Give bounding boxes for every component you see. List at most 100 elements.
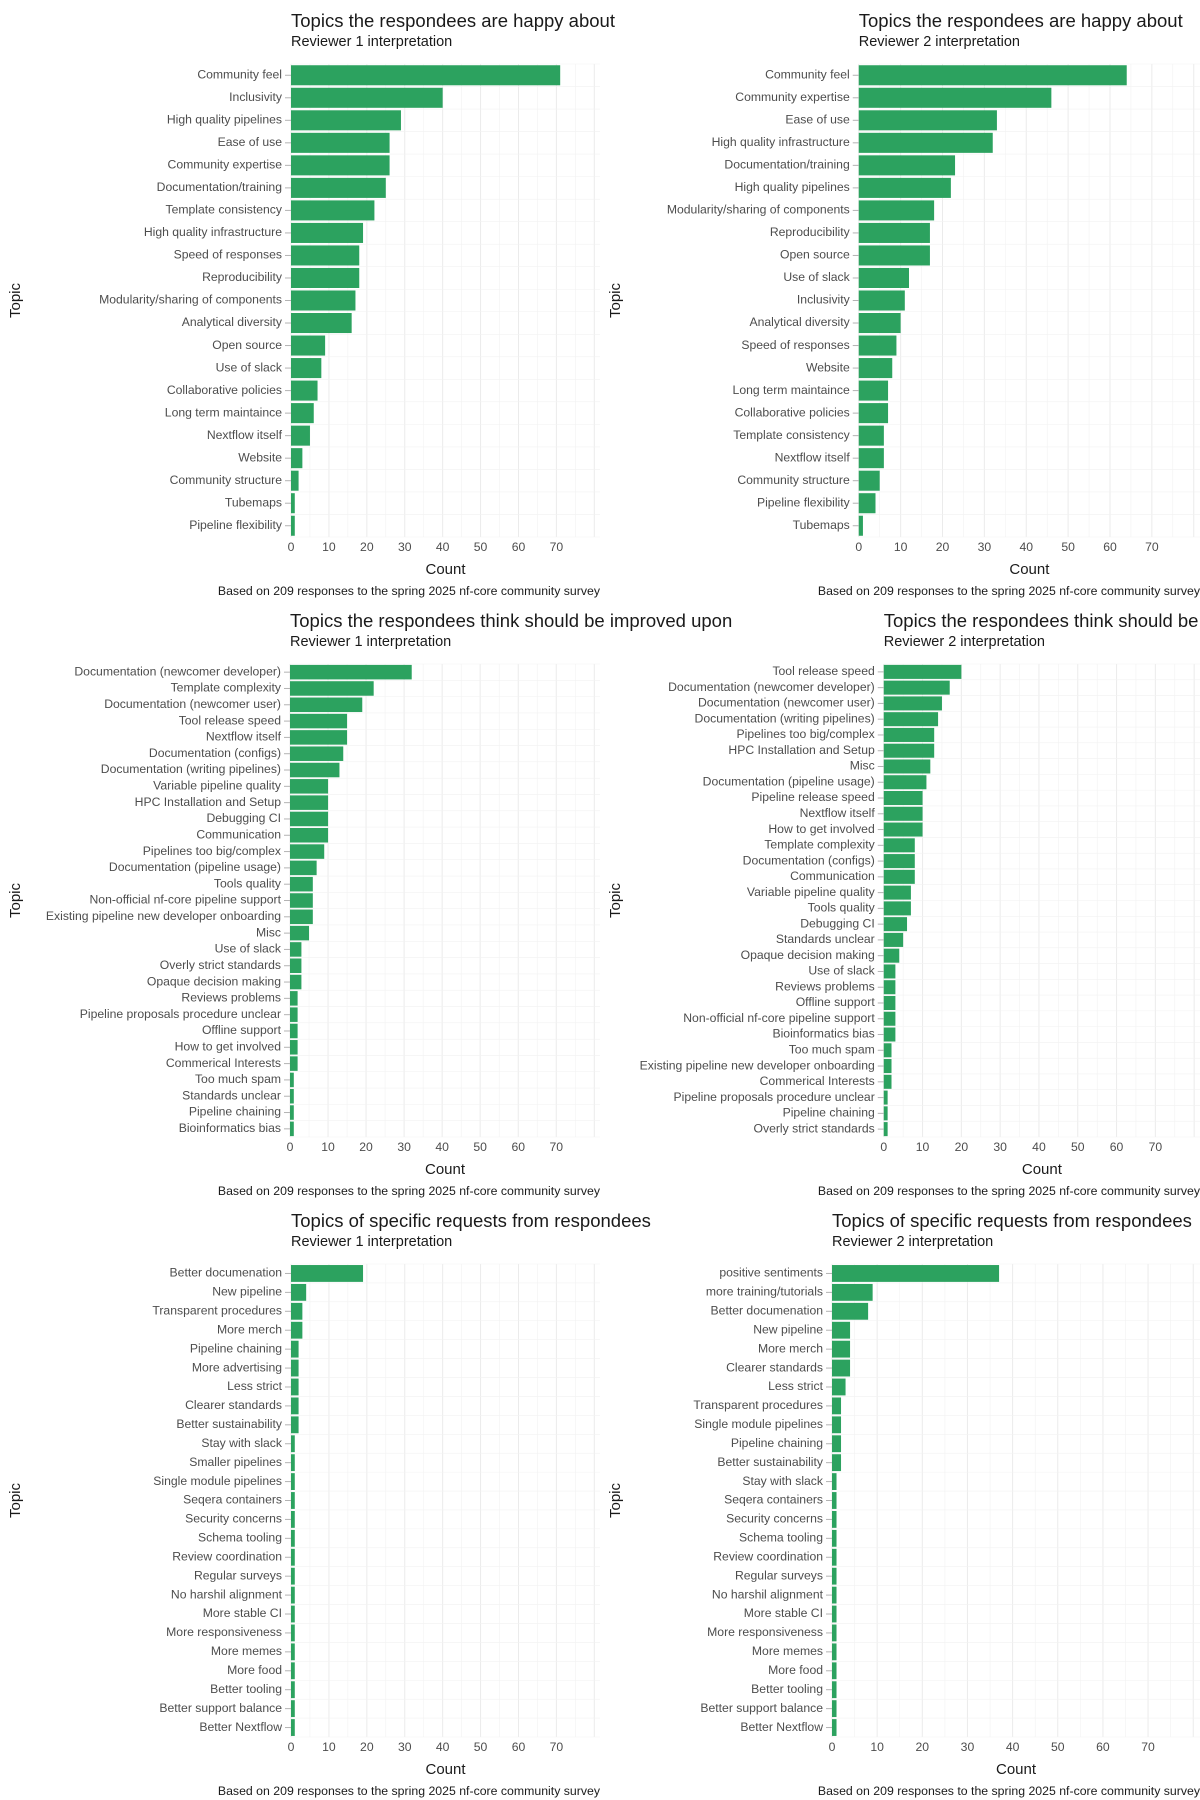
svg-text:Overly strict standards: Overly strict standards [754, 1121, 875, 1135]
svg-text:40: 40 [436, 1740, 450, 1754]
svg-text:More advertising: More advertising [192, 1360, 282, 1374]
svg-text:50: 50 [473, 1140, 487, 1154]
svg-text:Tubemaps: Tubemaps [793, 518, 850, 532]
svg-text:Based on 209 responses to the: Based on 209 responses to the spring 202… [218, 1784, 601, 1798]
svg-text:Documentation (writing pipelin: Documentation (writing pipelines) [695, 711, 875, 725]
svg-text:HPC Installation and Setup: HPC Installation and Setup [728, 743, 875, 757]
svg-text:Bioinformatics bias: Bioinformatics bias [772, 1027, 874, 1041]
svg-text:More merch: More merch [758, 1341, 823, 1355]
svg-text:0: 0 [855, 540, 862, 554]
svg-text:Template complexity: Template complexity [171, 681, 282, 695]
svg-text:Non-official nf-core pipeline: Non-official nf-core pipeline support [90, 893, 282, 907]
svg-text:Template consistency: Template consistency [165, 203, 282, 217]
svg-text:Variable pipeline quality: Variable pipeline quality [747, 885, 876, 899]
svg-text:Schema tooling: Schema tooling [739, 1531, 823, 1545]
svg-text:Analytical diversity: Analytical diversity [750, 315, 851, 329]
svg-text:Security concerns: Security concerns [726, 1512, 823, 1526]
svg-text:Analytical diversity: Analytical diversity [182, 315, 283, 329]
svg-text:Count: Count [425, 1761, 466, 1778]
svg-text:More responsiveness: More responsiveness [166, 1625, 282, 1639]
svg-text:40: 40 [1006, 1740, 1020, 1754]
svg-text:No harshil alignment: No harshil alignment [712, 1587, 824, 1601]
svg-text:More memes: More memes [211, 1644, 282, 1658]
svg-text:Documentation (pipeline usage): Documentation (pipeline usage) [703, 774, 875, 788]
svg-text:20: 20 [359, 1140, 373, 1154]
svg-text:More memes: More memes [752, 1644, 823, 1658]
svg-text:60: 60 [511, 1140, 525, 1154]
svg-text:Use of slack: Use of slack [216, 360, 283, 374]
svg-text:Documentation (newcomer user): Documentation (newcomer user) [698, 696, 875, 710]
svg-text:10: 10 [894, 540, 908, 554]
svg-text:Modularity/sharing of componen: Modularity/sharing of components [99, 293, 282, 307]
svg-text:Reproducibility: Reproducibility [770, 225, 851, 239]
svg-text:Community structure: Community structure [170, 473, 283, 487]
svg-text:Reviewer 2 interpretation: Reviewer 2 interpretation [884, 634, 1045, 650]
svg-text:30: 30 [993, 1140, 1007, 1154]
svg-text:Pipeline chaining: Pipeline chaining [190, 1341, 282, 1355]
svg-text:0: 0 [288, 1740, 295, 1754]
svg-text:Documentation/training: Documentation/training [157, 180, 282, 194]
svg-text:Reproducibility: Reproducibility [202, 270, 283, 284]
svg-text:Documentation (configs): Documentation (configs) [149, 746, 281, 760]
svg-text:New pipeline: New pipeline [212, 1285, 282, 1299]
svg-text:20: 20 [916, 1740, 930, 1754]
svg-text:Topic: Topic [607, 282, 624, 318]
svg-text:Ease of use: Ease of use [218, 135, 283, 149]
svg-text:Count: Count [1022, 1161, 1063, 1178]
svg-text:40: 40 [1019, 540, 1033, 554]
svg-text:Tools quality: Tools quality [808, 901, 876, 915]
svg-text:Better documenation: Better documenation [170, 1266, 282, 1280]
svg-text:10: 10 [321, 1140, 335, 1154]
svg-text:Topics the respondees are happ: Topics the respondees are happy about [291, 10, 615, 31]
svg-text:Speed of responses: Speed of responses [174, 248, 282, 262]
svg-text:Variable pipeline quality: Variable pipeline quality [153, 779, 282, 793]
svg-text:Schema tooling: Schema tooling [198, 1531, 282, 1545]
svg-text:More stable CI: More stable CI [744, 1606, 823, 1620]
svg-text:More food: More food [227, 1663, 282, 1677]
svg-text:Seqera containers: Seqera containers [724, 1493, 823, 1507]
svg-text:Topics of specific requests fr: Topics of specific requests from respond… [832, 1210, 1192, 1231]
svg-text:Tool release speed: Tool release speed [179, 713, 281, 727]
svg-text:More stable CI: More stable CI [203, 1606, 282, 1620]
svg-text:Use of slack: Use of slack [215, 942, 282, 956]
svg-text:Offline support: Offline support [202, 1023, 282, 1037]
svg-text:30: 30 [978, 540, 992, 554]
svg-text:Template consistency: Template consistency [733, 428, 850, 442]
svg-text:10: 10 [322, 1740, 336, 1754]
svg-text:70: 70 [1149, 1140, 1163, 1154]
svg-text:Existing pipeline new develope: Existing pipeline new developer onboardi… [640, 1058, 875, 1072]
svg-text:30: 30 [398, 1740, 412, 1754]
svg-text:Regular surveys: Regular surveys [194, 1568, 282, 1582]
svg-text:20: 20 [936, 540, 950, 554]
svg-text:Count: Count [425, 561, 466, 578]
svg-text:High quality pipelines: High quality pipelines [735, 180, 850, 194]
svg-text:Topic: Topic [7, 282, 24, 318]
svg-text:50: 50 [474, 540, 488, 554]
svg-text:30: 30 [398, 540, 412, 554]
svg-text:Reviews problems: Reviews problems [181, 991, 281, 1005]
svg-text:Nextflow itself: Nextflow itself [775, 450, 851, 464]
svg-text:Reviewer 2 interpretation: Reviewer 2 interpretation [859, 34, 1020, 50]
svg-text:Documentation (configs): Documentation (configs) [743, 853, 875, 867]
svg-text:more training/tutorials: more training/tutorials [706, 1285, 823, 1299]
svg-text:Opaque decision making: Opaque decision making [147, 974, 281, 988]
svg-text:0: 0 [288, 540, 295, 554]
svg-text:Speed of responses: Speed of responses [741, 338, 849, 352]
svg-text:Documentation (pipeline usage): Documentation (pipeline usage) [109, 860, 281, 874]
svg-text:20: 20 [360, 1740, 374, 1754]
svg-text:positive sentiments: positive sentiments [719, 1266, 823, 1280]
svg-text:Community expertise: Community expertise [735, 90, 850, 104]
svg-text:Better tooling: Better tooling [210, 1682, 282, 1696]
svg-text:Transparent procedures: Transparent procedures [152, 1304, 282, 1318]
svg-text:More merch: More merch [217, 1322, 282, 1336]
svg-text:More food: More food [768, 1663, 823, 1677]
svg-text:Reviews problems: Reviews problems [775, 979, 875, 993]
svg-text:Nextflow itself: Nextflow itself [206, 730, 282, 744]
svg-text:Better documenation: Better documenation [711, 1304, 823, 1318]
svg-text:New pipeline: New pipeline [753, 1322, 823, 1336]
svg-text:Based on 209 responses to the: Based on 209 responses to the spring 202… [818, 1184, 1200, 1198]
svg-text:10: 10 [916, 1140, 930, 1154]
svg-text:Open source: Open source [212, 338, 282, 352]
svg-text:Opaque decision making: Opaque decision making [741, 948, 875, 962]
svg-text:Modularity/sharing of componen: Modularity/sharing of components [667, 203, 850, 217]
